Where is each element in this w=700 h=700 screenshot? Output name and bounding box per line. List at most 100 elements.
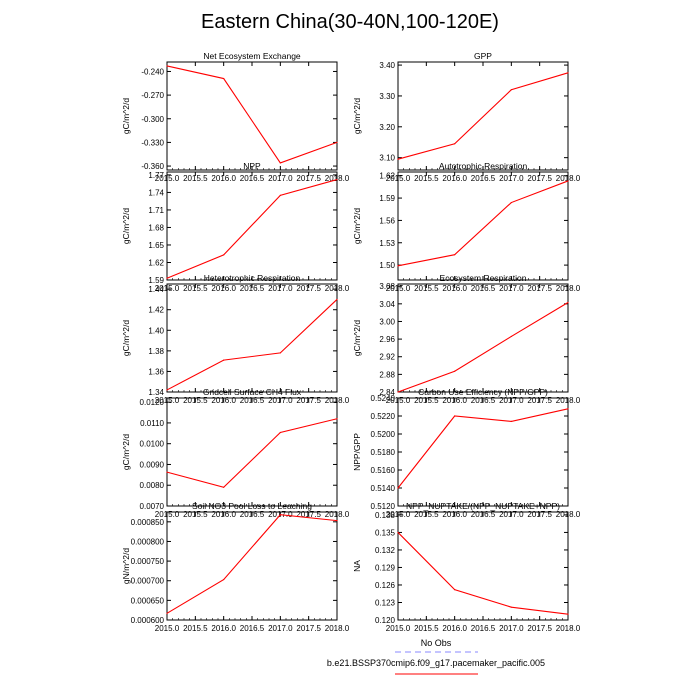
y-tick-label: 1.36 (148, 367, 164, 376)
y-tick-label: 0.0120 (140, 398, 165, 407)
y-tick-label: 0.000700 (131, 577, 165, 586)
x-tick-label: 2016.5 (240, 284, 265, 293)
x-tick-label: 2016.0 (442, 284, 467, 293)
y-tick-label: 1.40 (148, 326, 164, 335)
y-tick-label: 0.138 (375, 511, 396, 520)
y-tick-label: -0.300 (141, 115, 164, 124)
plot-frame (397, 283, 569, 393)
plot-frame (397, 61, 569, 171)
series-line (397, 408, 569, 489)
x-tick-label: 2016.5 (471, 174, 496, 183)
series-line (166, 514, 338, 614)
x-tick-label: 2018.0 (556, 624, 581, 633)
x-tick-label: 2017.5 (296, 174, 321, 183)
y-tick-label: 0.5220 (371, 412, 396, 421)
y-tick-label: 0.123 (375, 598, 396, 607)
x-tick-label: 2016.5 (471, 284, 496, 293)
y-tick-label: 2.88 (379, 370, 395, 379)
plot-frame (397, 171, 569, 281)
y-tick-label: 0.0070 (140, 502, 165, 511)
panel-9: Soil NO3 Pool Loss to Leaching 2015.0 2015… (121, 501, 350, 633)
panel-title: Gridcell Surface CH4 Flux (203, 387, 302, 397)
plot-frame (166, 61, 338, 171)
x-tick-label: 2015.5 (414, 284, 439, 293)
x-tick-label: 2016.5 (240, 174, 265, 183)
x-tick-label: 2015.5 (183, 284, 208, 293)
panel-title: Net Ecosystem Exchange (203, 51, 301, 61)
x-tick-label: 2017.5 (527, 624, 552, 633)
y-tick-label: -0.270 (141, 91, 164, 100)
y-tick-label: 0.132 (375, 546, 396, 555)
data-point (397, 487, 399, 489)
data-point (454, 254, 456, 256)
y-tick-label: 3.00 (379, 317, 395, 326)
data-point (510, 420, 512, 422)
data-point (454, 589, 456, 591)
panel-title: Soil NO3 Pool Loss to Leaching (192, 501, 312, 511)
x-tick-label: 2017.5 (296, 284, 321, 293)
x-tick-label: 2015.5 (414, 174, 439, 183)
data-point (279, 352, 281, 354)
y-tick-label: 1.59 (148, 276, 164, 285)
data-point (279, 431, 281, 434)
data-point (336, 520, 338, 522)
y-tick-label: 1.56 (379, 216, 395, 225)
x-tick-label: 2015.0 (386, 624, 411, 633)
data-point (567, 180, 569, 182)
y-tick-label: 3.08 (379, 282, 395, 291)
y-tick-label: 0.000750 (131, 557, 165, 566)
x-tick-label: 2016.0 (211, 284, 236, 293)
x-tick-label: 2016.0 (442, 624, 467, 633)
y-axis-label: gN/m^2/d (121, 548, 131, 584)
y-tick-label: 1.50 (379, 261, 395, 270)
y-tick-label: 3.20 (379, 123, 395, 132)
legend-label-model: b.e21.BSSP370cmip6.f09_g17.pacemaker_pac… (327, 658, 545, 668)
y-tick-label: 0.5200 (371, 430, 396, 439)
x-tick-label: 2017.0 (499, 284, 524, 293)
y-tick-label: -0.240 (141, 67, 164, 76)
data-point (279, 194, 281, 196)
y-tick-label: 1.44 (148, 285, 164, 294)
x-tick-label: 2016.5 (471, 624, 496, 633)
panel-8: Carbon Use Efficiency (NPP/GPP)2015.0201… (352, 387, 581, 519)
data-point (166, 65, 168, 67)
y-tick-label: 1.59 (379, 194, 395, 203)
panel-title: NPP (243, 161, 261, 171)
x-tick-label: 2017.0 (268, 174, 293, 183)
data-point (454, 370, 456, 372)
panel-title: GPP (474, 51, 492, 61)
series-line (166, 179, 338, 279)
series-line (397, 180, 569, 267)
data-point (510, 606, 512, 608)
y-tick-label: 1.62 (148, 258, 164, 267)
y-tick-label: 1.68 (148, 223, 164, 232)
plot-frame (166, 511, 338, 621)
plot-frame (397, 511, 569, 621)
x-tick-label: 2016.0 (211, 174, 236, 183)
panel-title: Heterotrophic Respiration (204, 273, 301, 283)
data-point (279, 162, 281, 164)
y-axis-label: gC/m^2/d (352, 98, 362, 134)
x-tick-label: 2016.0 (442, 174, 467, 183)
y-tick-label: 0.5160 (371, 466, 396, 475)
y-axis-label: gC/m^2/d (121, 208, 131, 244)
data-point (567, 72, 569, 74)
x-tick-label: 2015.5 (183, 174, 208, 183)
y-tick-label: 0.0110 (140, 419, 164, 428)
data-point (397, 531, 399, 534)
y-tick-label: 0.000650 (131, 596, 165, 605)
y-tick-label: 0.5140 (371, 484, 396, 493)
data-point (166, 612, 168, 614)
data-point (336, 418, 338, 420)
y-tick-label: 0.135 (375, 528, 396, 537)
data-point (510, 201, 512, 204)
y-tick-label: 0.0090 (140, 460, 165, 469)
y-tick-label: 0.120 (375, 616, 396, 625)
legend: No Obs b.e21.BSSP370cmip6.f09_g17.pacema… (327, 638, 545, 675)
x-tick-label: 2017.0 (499, 624, 524, 633)
data-point (166, 389, 168, 391)
y-tick-label: 3.30 (379, 92, 395, 101)
